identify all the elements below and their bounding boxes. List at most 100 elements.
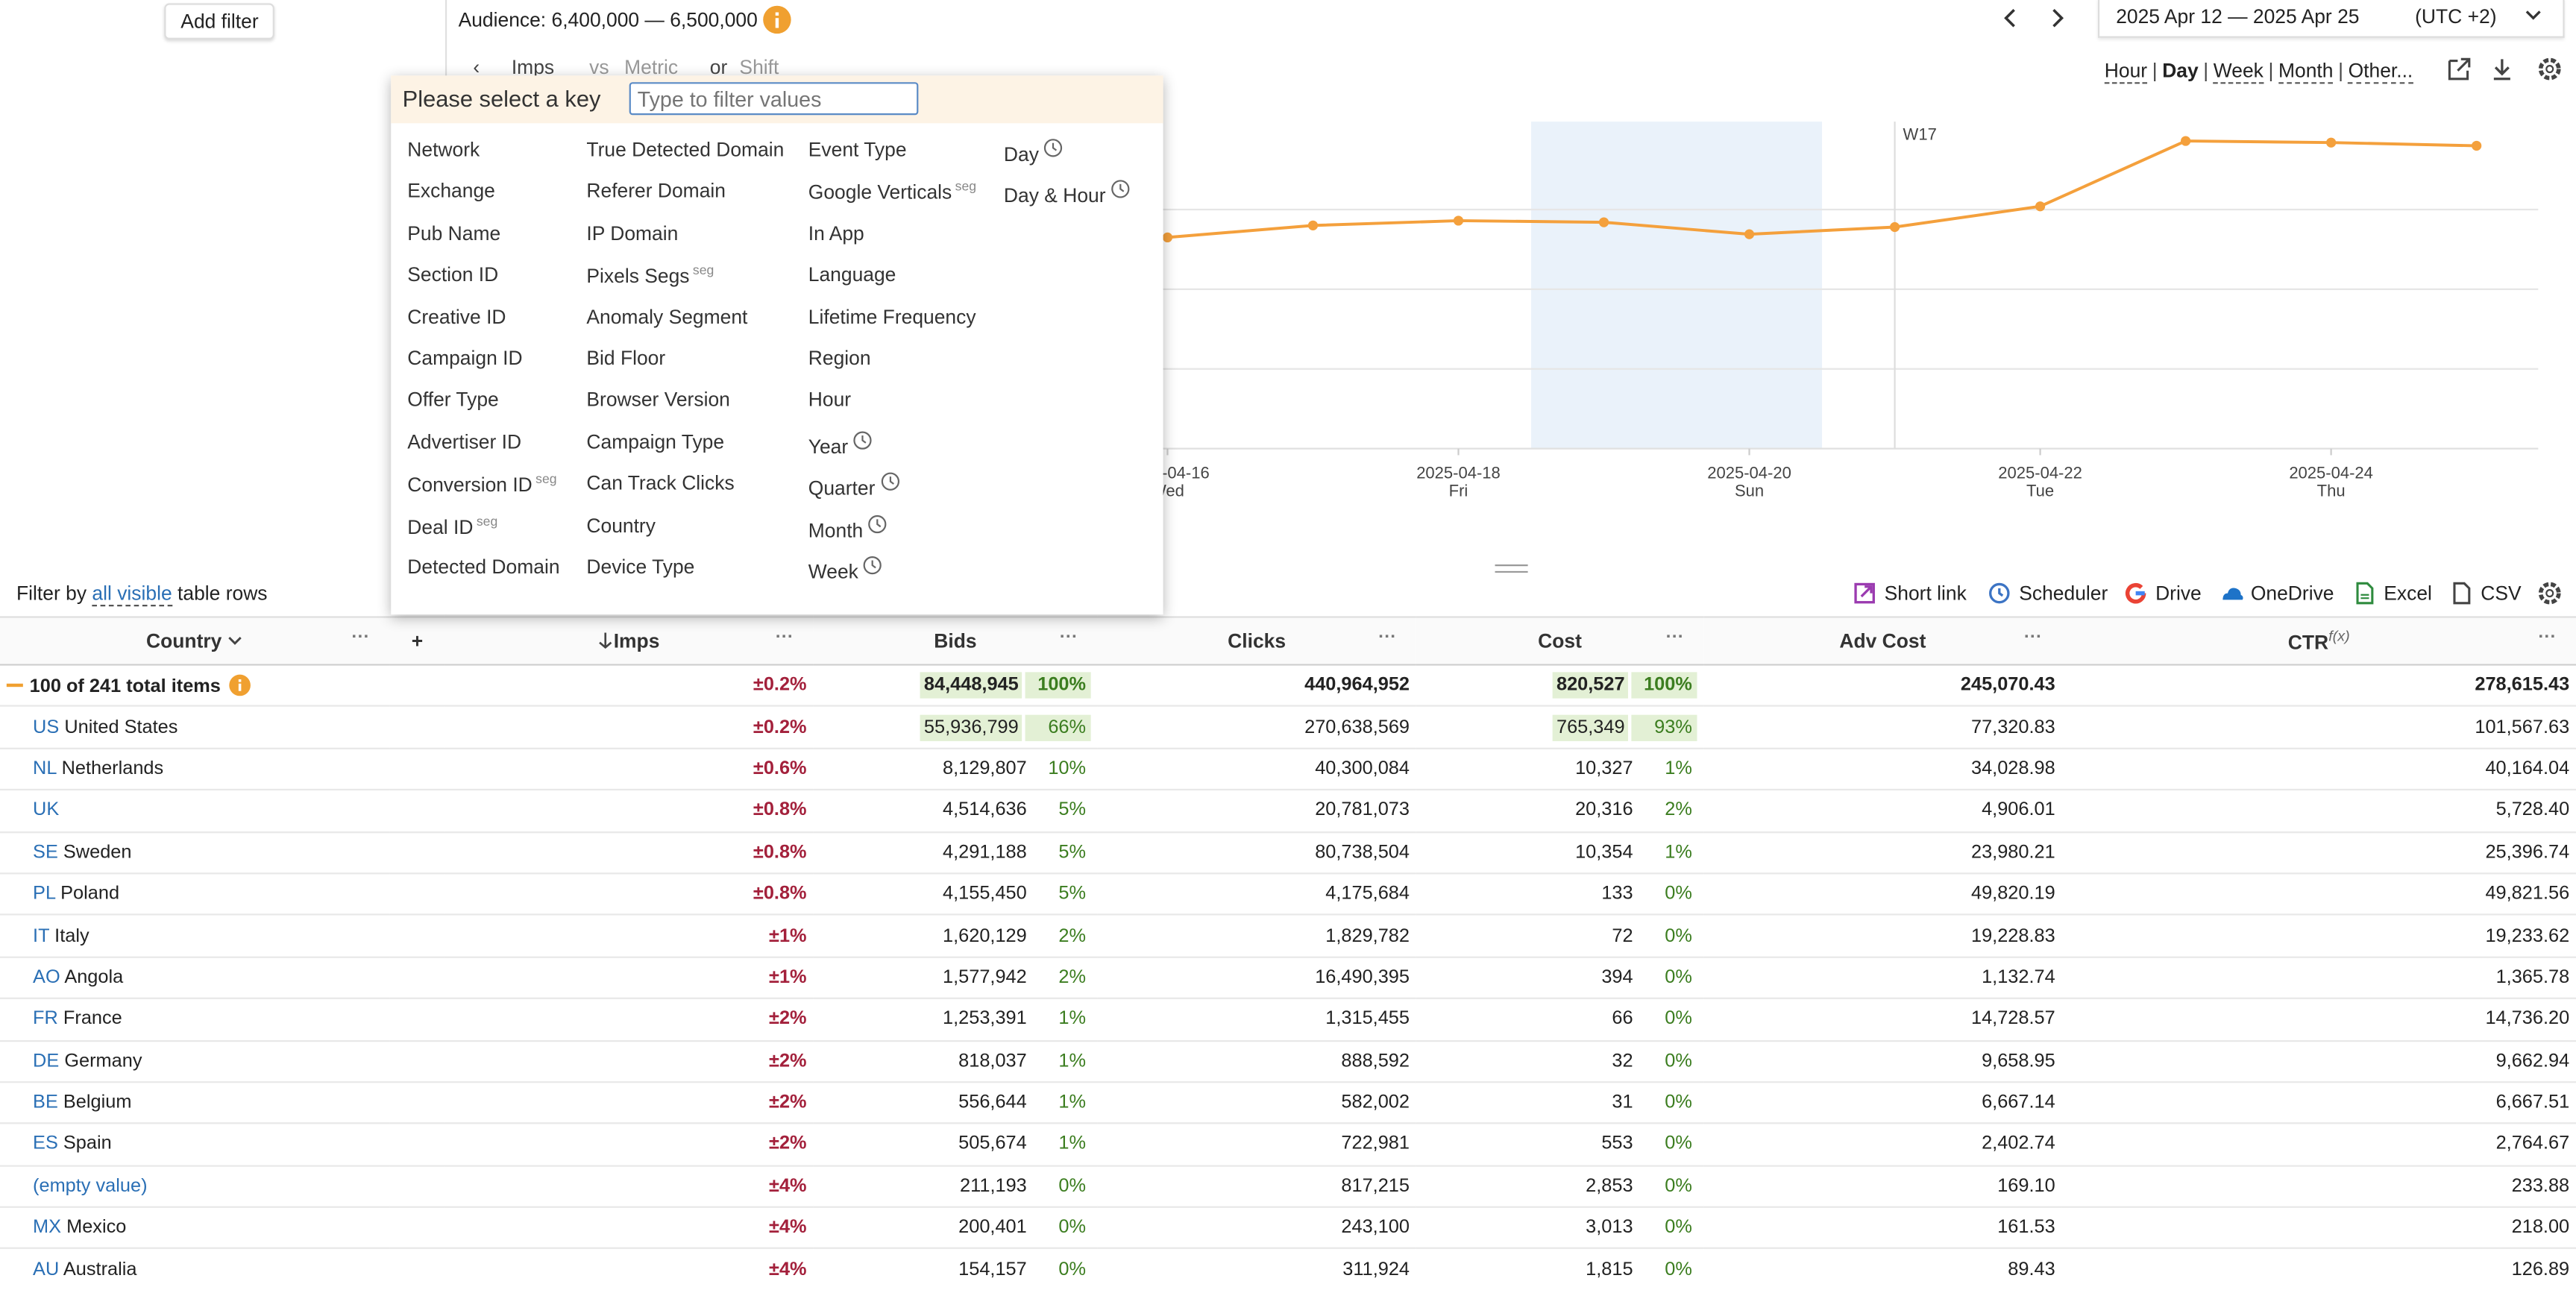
key-option[interactable]: Country (586, 514, 656, 537)
key-option[interactable]: Campaign Type (586, 430, 724, 453)
date-nav[interactable] (1999, 7, 2072, 30)
granularity-option[interactable]: Month (2278, 59, 2334, 84)
header-country[interactable]: Country ··· (0, 616, 390, 666)
add-filter-button[interactable]: Add filter (164, 3, 275, 40)
filter-suffix: table rows (178, 582, 268, 605)
key-option[interactable]: Exchange (407, 180, 495, 203)
country-code[interactable]: UK (33, 801, 60, 821)
country-code[interactable]: PL (33, 884, 56, 904)
key-option[interactable]: Pub Name (407, 221, 500, 245)
key-option[interactable]: In App (808, 221, 864, 245)
metric2-select[interactable]: Metric (624, 55, 679, 79)
key-option[interactable]: Language (808, 263, 896, 286)
date-range-picker[interactable]: 2025 Apr 12 — 2025 Apr 25 (UTC +2) (2097, 0, 2565, 38)
key-option[interactable]: Section ID (407, 263, 498, 286)
add-column[interactable]: + (389, 616, 445, 666)
collapse-icon[interactable] (6, 684, 23, 688)
granularity-option[interactable]: Hour (2104, 59, 2148, 84)
country-code[interactable]: SE (33, 842, 58, 863)
granularity-option[interactable]: Day (2162, 59, 2199, 83)
key-option[interactable]: Event Type (808, 138, 907, 161)
imps: 4,155,450 5% (813, 873, 1098, 916)
cost: 169.10 (1703, 1165, 2062, 1208)
country-code[interactable]: US (33, 717, 60, 737)
country-code[interactable]: FR (33, 1009, 58, 1030)
export-option[interactable]: CSV (2449, 582, 2522, 605)
column-menu[interactable]: ··· (775, 627, 794, 648)
header-ctr[interactable]: CTRf(x) ··· (2061, 616, 2576, 666)
country-code[interactable]: (empty value) (33, 1176, 148, 1197)
country-code[interactable]: AO (33, 967, 60, 988)
export-option[interactable]: Drive (2124, 582, 2202, 605)
cost: 161.53 (1703, 1206, 2062, 1250)
key-option[interactable]: Network (407, 138, 480, 161)
header-cell[interactable]: Bids ··· (813, 616, 1098, 666)
header-imps[interactable]: Imps ··· (444, 616, 814, 666)
cost: 34,028.98 (1703, 748, 2062, 791)
key-option[interactable]: Advertiser ID (407, 430, 521, 453)
column-menu[interactable]: ··· (1378, 627, 1397, 648)
key-option[interactable]: Hour (808, 388, 851, 412)
country-code[interactable]: NL (33, 759, 57, 779)
country-code[interactable]: AU (33, 1259, 60, 1280)
key-option[interactable]: Creative ID (407, 305, 506, 328)
key-option[interactable]: Can Track Clicks (586, 472, 734, 495)
key-option[interactable]: Campaign ID (407, 347, 522, 370)
header-cell[interactable]: Adv Cost ··· (1703, 616, 2062, 666)
clicks: 765,349 93% (1416, 706, 1704, 749)
key-option[interactable]: Week (808, 556, 883, 583)
key-option[interactable]: Detected Domain (407, 556, 559, 579)
key-option[interactable]: Conversion ID seg (407, 472, 556, 497)
granularity-option[interactable]: Week (2213, 59, 2264, 84)
column-menu[interactable]: ··· (351, 627, 370, 648)
key-option[interactable]: Month (808, 514, 888, 541)
key-option[interactable]: Bid Floor (586, 347, 665, 370)
column-menu[interactable]: ··· (2023, 627, 2043, 648)
shift[interactable]: Shift (739, 55, 779, 79)
granularity-option[interactable]: Other... (2348, 59, 2413, 84)
key-option[interactable]: Device Type (586, 556, 694, 579)
key-option[interactable]: Pixels Segs seg (586, 263, 714, 288)
key-option[interactable]: Referer Domain (586, 180, 726, 203)
key-option[interactable]: Day & Hour (1004, 180, 1131, 208)
key-option[interactable]: Browser Version (586, 388, 729, 412)
country-code[interactable]: ES (33, 1134, 58, 1155)
export-option[interactable]: Excel (2352, 582, 2432, 605)
export-option[interactable]: Short link (1853, 582, 1967, 605)
column-menu[interactable]: ··· (1059, 627, 1078, 648)
key-option[interactable]: Deal ID seg (407, 514, 497, 538)
key-option[interactable]: IP Domain (586, 221, 678, 245)
filter-hint: Filter by all visible table rows (16, 582, 268, 607)
filter-link[interactable]: all visible (92, 582, 172, 607)
key-option[interactable]: Anomaly Segment (586, 305, 747, 328)
filter-input[interactable] (629, 82, 919, 116)
column-menu[interactable]: ··· (2538, 627, 2557, 648)
country-code[interactable]: BE (33, 1092, 58, 1113)
chart-actions[interactable] (2445, 54, 2563, 84)
export-option[interactable]: OneDrive (2220, 582, 2334, 605)
metric-select[interactable]: Imps (511, 55, 555, 79)
prev[interactable]: ‹ (473, 55, 480, 79)
country-code[interactable]: MX (33, 1218, 62, 1239)
key-option[interactable]: True Detected Domain (586, 138, 784, 161)
key-option[interactable]: Day (1004, 138, 1064, 166)
key-option[interactable]: Offer Type (407, 388, 498, 412)
column-menu[interactable]: ··· (1665, 627, 1684, 648)
country-code[interactable]: IT (33, 925, 50, 946)
share: 0% (1665, 1176, 1692, 1197)
info-icon[interactable] (762, 5, 792, 35)
table-settings[interactable] (2536, 580, 2563, 606)
bids: 20,781,073 (1097, 790, 1416, 833)
header-cell[interactable]: Cost ··· (1416, 616, 1704, 666)
export-option[interactable]: Scheduler (1988, 582, 2108, 605)
key-option[interactable]: Region (808, 347, 871, 370)
key-option[interactable]: Google Verticals seg (808, 180, 976, 204)
info-icon[interactable] (229, 674, 252, 697)
key-option[interactable]: Lifetime Frequency (808, 305, 976, 328)
header-cell[interactable]: Clicks ··· (1097, 616, 1416, 666)
country-code[interactable]: DE (33, 1051, 60, 1072)
key-option[interactable]: Quarter (808, 472, 900, 500)
value: 4,514,636 (943, 801, 1027, 821)
key-option[interactable]: Year (808, 430, 873, 458)
resize-handle[interactable] (1493, 562, 1529, 576)
